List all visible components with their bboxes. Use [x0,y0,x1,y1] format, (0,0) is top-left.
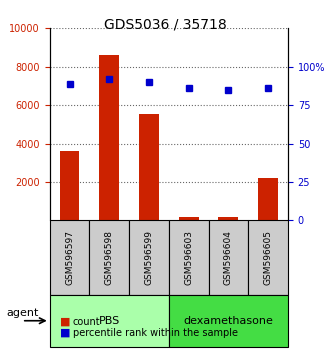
Text: PBS: PBS [99,316,120,326]
Text: count: count [73,317,100,327]
Bar [218,217,238,220]
Text: agent: agent [7,308,39,318]
FancyBboxPatch shape [50,295,169,347]
Text: GSM596603: GSM596603 [184,230,193,285]
Bar [99,55,119,220]
Bar [179,217,199,220]
FancyBboxPatch shape [129,220,169,295]
Text: GSM596598: GSM596598 [105,230,114,285]
Bar [258,178,278,220]
FancyBboxPatch shape [248,220,288,295]
FancyBboxPatch shape [169,220,209,295]
Text: dexamethasone: dexamethasone [183,316,273,326]
Text: ■: ■ [60,328,70,338]
FancyBboxPatch shape [169,295,288,347]
Text: GSM596605: GSM596605 [263,230,273,285]
Text: GSM596597: GSM596597 [65,230,74,285]
Text: GDS5036 / 35718: GDS5036 / 35718 [104,18,227,32]
Bar [60,151,79,220]
Bar [139,114,159,220]
FancyBboxPatch shape [209,220,248,295]
Text: GSM596599: GSM596599 [144,230,154,285]
Text: GSM596604: GSM596604 [224,230,233,285]
FancyBboxPatch shape [89,220,129,295]
FancyBboxPatch shape [50,220,89,295]
Text: percentile rank within the sample: percentile rank within the sample [73,328,238,338]
Text: ■: ■ [60,317,70,327]
